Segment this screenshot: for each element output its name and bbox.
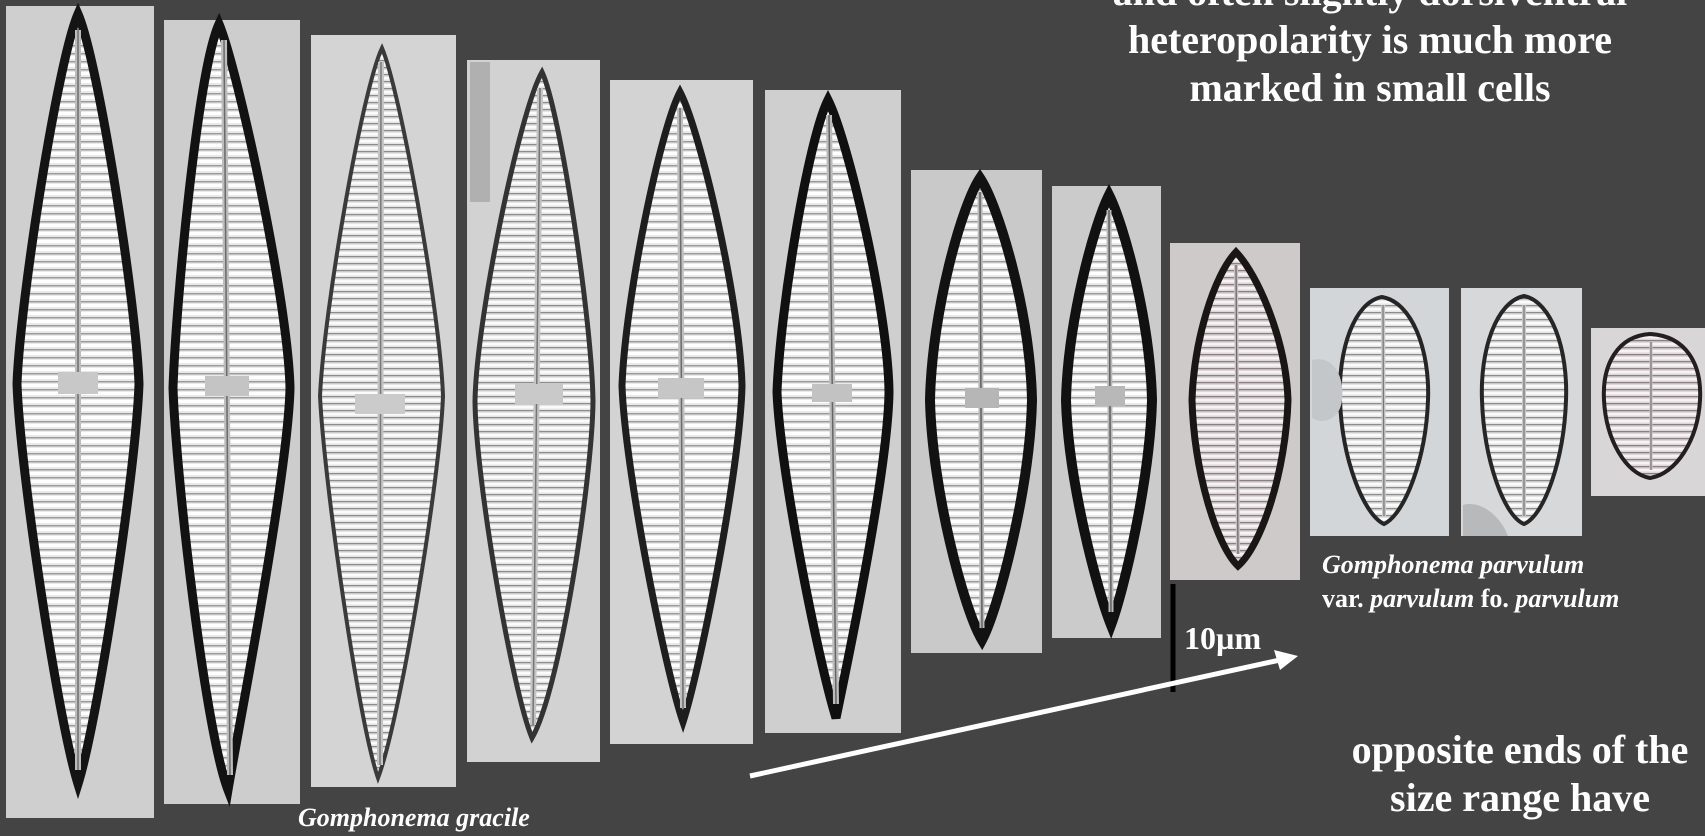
- caption-bottom: opposite ends of the size range have: [1240, 726, 1705, 822]
- label-parvulum-epithet-2: parvulum: [1515, 583, 1620, 613]
- diatom-frame-12: [1591, 328, 1705, 496]
- label-gomphonema-parvulum: Gomphonema parvulum var. parvulum fo. pa…: [1322, 548, 1619, 616]
- diatom-frame-4: [467, 60, 600, 762]
- caption-top-line-1: and often slightly dorsiventral: [980, 0, 1705, 16]
- diatom-frame-3: [311, 35, 456, 787]
- label-gracile-text: Gomphonema gracile: [298, 803, 530, 832]
- scale-bar-label: 10µm: [1184, 620, 1262, 656]
- diatom-frame-5: [610, 80, 753, 744]
- caption-bottom-line-2: size range have: [1390, 775, 1650, 820]
- label-gomphonema-gracile: Gomphonema gracile: [298, 803, 530, 833]
- diatom-frame-9: [1170, 243, 1300, 580]
- caption-bottom-line-1: opposite ends of the: [1351, 727, 1689, 772]
- label-parvulum-line-1: Gomphonema parvulum: [1322, 550, 1585, 579]
- diatom-frame-2: [164, 12, 300, 808]
- caption-top: and often slightly dorsiventral heteropo…: [980, 0, 1705, 112]
- diatom-frame-6: [765, 89, 901, 733]
- label-parvulum-epithet-1: parvulum: [1370, 583, 1475, 613]
- diatom-frame-8: [1052, 183, 1161, 639]
- label-parvulum-var: var.: [1322, 583, 1364, 613]
- label-parvulum-fo: fo.: [1480, 583, 1509, 613]
- diatom-frame-7: [911, 168, 1042, 653]
- caption-top-line-2: heteropolarity is much more: [1127, 17, 1612, 62]
- size-arrow: [749, 650, 1298, 779]
- diatom-frame-10: [1310, 288, 1449, 536]
- caption-top-line-3: marked in small cells: [1189, 65, 1551, 110]
- diatom-frame-1: [6, 2, 154, 818]
- diatom-frame-11: [1461, 288, 1582, 536]
